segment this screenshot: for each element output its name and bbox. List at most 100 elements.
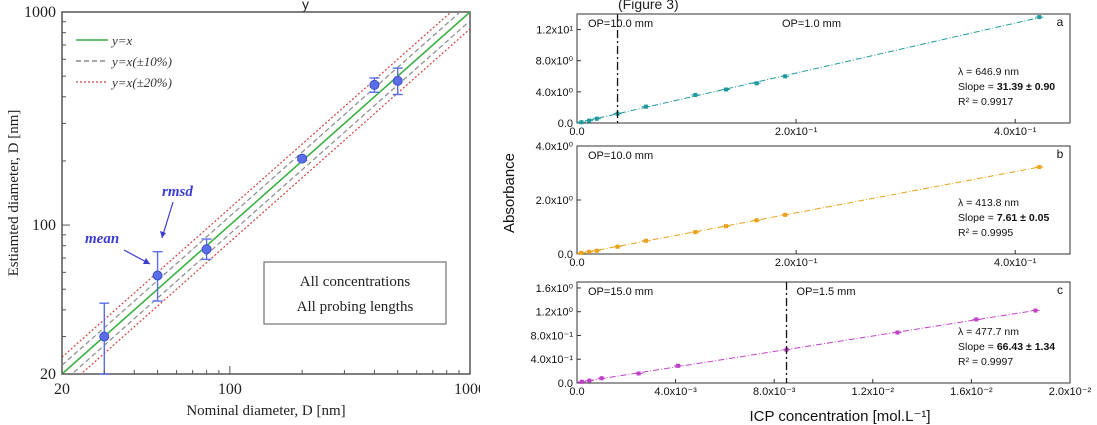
data-point <box>783 212 788 217</box>
legend-label-yx: y=x <box>110 33 133 48</box>
data-point <box>579 120 584 125</box>
data-point <box>152 270 163 281</box>
fit-line <box>576 17 1040 124</box>
x-tick-label: 8.0x10⁻³ <box>753 386 796 398</box>
annotation-mean: mean <box>85 231 119 247</box>
data-point <box>754 81 759 86</box>
panel-frame <box>576 281 1071 384</box>
info-box <box>263 261 447 325</box>
panel-label: a <box>1057 15 1064 29</box>
panel-a: 0.0 4.0x10⁰ 8.0x10⁰ 1.2x10¹ 0.0 2.0x10⁻¹ 4.0x1… <box>536 13 1071 138</box>
fit-line <box>576 309 1036 383</box>
legend-label-10pct: y=x(±10%) <box>110 54 172 69</box>
y-tick-label: 0.0 <box>558 378 573 390</box>
top-fragment-left: y <box>302 0 309 12</box>
legend-label-20pct: y=x(±20%) <box>110 75 172 90</box>
data-point <box>579 379 584 384</box>
stats-r-squared: R² = 0.9995 <box>958 227 1013 239</box>
ref-line-yx <box>62 12 470 374</box>
y-tick-label: 0.0 <box>558 118 573 130</box>
data-point <box>723 224 728 229</box>
y-tick-label: 1.2x10⁰ <box>536 307 574 319</box>
y-tick-label: 0.0 <box>558 249 573 261</box>
x-tick-label: 100 <box>218 381 242 398</box>
data-point <box>599 376 604 381</box>
annotation-rmsd-arrowhead <box>160 231 166 238</box>
op-label-left: OP=15.0 mm <box>588 286 653 298</box>
data-point <box>1037 15 1042 20</box>
panel-frame <box>576 13 1071 124</box>
y-tick-label: 20 <box>40 366 56 383</box>
info-box-line-2: All probing lengths <box>297 299 414 315</box>
data-point <box>369 79 380 90</box>
x-tick-label: 2.0x10⁻¹ <box>775 126 818 138</box>
x-tick-label: 1000 <box>454 381 480 398</box>
stats-slope: Slope = 7.61 ± 0.05 <box>958 212 1049 224</box>
x-tick-label: 0.0 <box>569 257 584 269</box>
data-point <box>297 153 308 164</box>
fit-line <box>576 166 1040 255</box>
annotation-mean-arrowhead <box>143 258 150 264</box>
right-x-axis-title: ICP concentration [mol.L⁻¹] <box>749 408 930 425</box>
data-point <box>676 363 681 368</box>
stats-wavelength: λ = 413.8 nm <box>958 197 1019 209</box>
x-tick-label: 2.0x10⁻² <box>1049 386 1092 398</box>
x-tick-label: 0.0 <box>569 386 584 398</box>
data-point <box>693 230 698 235</box>
panel-frame <box>576 145 1071 255</box>
right-absorbance-panels: (Figure 3) 0.0 4.0x10⁰ 8.0x10⁰ 1.2x10¹ 0.0 2.… <box>501 0 1092 425</box>
x-tick-label: 4.0x10⁻³ <box>654 386 697 398</box>
stats-r-squared: R² = 0.9917 <box>958 96 1013 108</box>
op-label-right: OP=1.5 mm <box>797 286 856 298</box>
y-tick-label: 8.0x10⁰ <box>536 56 574 68</box>
x-tick-label: 1.2x10⁻² <box>852 386 895 398</box>
data-point <box>587 118 592 123</box>
x-tick-label: 0.0 <box>569 126 584 138</box>
stats-wavelength: λ = 646.9 nm <box>958 66 1019 78</box>
data-point <box>1033 308 1038 313</box>
ref-line-plus20 <box>62 12 452 358</box>
data-point <box>1037 165 1042 170</box>
x-tick-label: 4.0x10⁻¹ <box>994 257 1037 269</box>
x-tick-label: 20 <box>54 381 70 398</box>
x-tick-label: 2.0x10⁻¹ <box>775 257 818 269</box>
data-point <box>754 218 759 223</box>
stats-wavelength: λ = 477.7 nm <box>958 326 1019 338</box>
data-point <box>615 244 620 249</box>
data-point <box>579 250 584 255</box>
data-point <box>644 104 649 109</box>
y-tick-label: 100 <box>32 217 56 234</box>
left-y-axis-title: Estiamted diameter, D [nm] <box>6 110 22 277</box>
right-y-axis-title: Absorbance <box>501 153 518 233</box>
y-tick-label: 4.0x10⁻¹ <box>531 354 574 366</box>
data-point <box>587 249 592 254</box>
data-point <box>723 87 728 92</box>
y-tick-label: 4.0x10⁰ <box>536 87 574 99</box>
stats-slope: Slope = 66.43 ± 1.34 <box>958 341 1055 353</box>
annotation-rmsd-arrow <box>161 201 174 239</box>
y-tick-label: 1.2x10¹ <box>536 25 573 37</box>
left-legend: y=x y=x(±10%) y=x(±20%) <box>76 33 172 90</box>
op-label-left: OP=10.0 mm <box>588 18 653 30</box>
data-point <box>974 317 979 322</box>
y-tick-label: 8.0x10⁻¹ <box>531 330 574 342</box>
panel-b: 0.0 2.0x10⁰ 4.0x10⁰ 0.0 2.0x10⁻¹ 4.0x10⁻¹ OP=1… <box>536 141 1071 269</box>
stats-r-squared: R² = 0.9997 <box>958 356 1013 368</box>
y-tick-label: 1000 <box>24 4 56 21</box>
left-x-axis-title: Nominal diameter, D [nm] <box>186 403 345 419</box>
data-point <box>392 75 403 86</box>
data-point <box>644 238 649 243</box>
y-tick-label: 4.0x10⁰ <box>536 141 574 153</box>
info-box-line-1: All concentrations <box>300 274 411 290</box>
ref-line-minus10 <box>71 20 470 374</box>
data-point <box>693 92 698 97</box>
data-point <box>895 330 900 335</box>
x-tick-label: 4.0x10⁻¹ <box>994 126 1037 138</box>
stats-slope: Slope = 31.39 ± 0.90 <box>958 81 1055 93</box>
ref-line-plus10 <box>62 12 461 366</box>
data-point <box>783 74 788 79</box>
data-point <box>636 371 641 376</box>
top-fragment-right: (Figure 3) <box>618 0 679 12</box>
data-point <box>587 378 592 383</box>
